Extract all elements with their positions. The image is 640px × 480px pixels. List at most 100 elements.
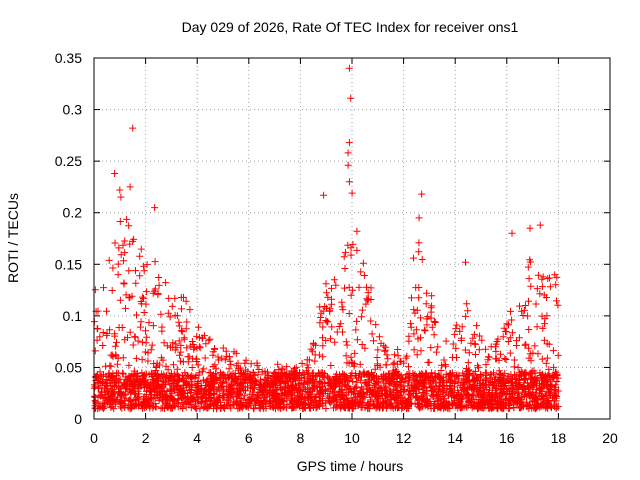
data-point — [129, 124, 137, 132]
data-point — [367, 284, 375, 292]
data-point — [126, 396, 134, 404]
data-point — [371, 379, 379, 387]
y-tick-label: 0.2 — [63, 205, 83, 221]
data-point — [508, 316, 516, 324]
data-point — [242, 402, 250, 410]
data-point — [108, 287, 116, 294]
data-point — [294, 401, 302, 409]
data-point — [206, 401, 214, 409]
data-point — [274, 395, 282, 403]
data-point — [458, 323, 466, 331]
data-point — [534, 271, 542, 279]
data-point — [522, 400, 530, 408]
data-point — [200, 332, 208, 340]
data-point — [467, 339, 475, 347]
data-point — [405, 387, 413, 395]
data-point — [142, 288, 150, 296]
data-point — [270, 394, 278, 402]
data-point — [328, 323, 336, 331]
data-point — [228, 375, 236, 383]
data-point — [99, 405, 107, 412]
data-point — [210, 374, 218, 382]
data-point — [280, 379, 288, 387]
data-point — [109, 372, 117, 380]
data-point — [546, 283, 554, 291]
data-point — [176, 351, 183, 359]
data-point — [527, 258, 534, 266]
data-point — [448, 386, 456, 394]
data-point — [372, 321, 380, 329]
data-point — [166, 313, 174, 321]
data-point — [446, 405, 454, 413]
data-point — [435, 388, 442, 396]
data-point — [310, 376, 318, 384]
data-point — [519, 312, 527, 319]
data-point — [184, 358, 192, 366]
data-point — [316, 319, 324, 327]
data-point — [248, 377, 256, 384]
data-point — [177, 386, 185, 394]
data-point — [328, 380, 336, 388]
y-tick-label: 0.35 — [55, 50, 82, 66]
data-point — [139, 399, 147, 407]
data-point — [464, 359, 472, 367]
data-point — [164, 366, 172, 374]
data-point — [381, 386, 389, 394]
data-point — [323, 289, 331, 297]
data-point — [247, 360, 255, 368]
data-point — [287, 367, 295, 375]
data-point — [494, 335, 502, 343]
data-point — [250, 405, 258, 413]
data-point — [130, 367, 138, 375]
data-point — [325, 374, 333, 382]
data-point — [194, 389, 202, 397]
data-point — [476, 332, 484, 340]
data-points — [90, 64, 562, 413]
data-point — [339, 393, 347, 401]
data-point — [347, 353, 355, 361]
data-point — [427, 308, 435, 316]
data-point — [521, 341, 529, 349]
data-point — [415, 284, 423, 291]
data-point — [100, 284, 107, 292]
data-point — [168, 381, 176, 389]
data-point — [160, 387, 168, 395]
data-point — [311, 351, 319, 359]
data-point — [348, 189, 356, 197]
data-point — [552, 281, 560, 289]
data-point — [154, 291, 162, 299]
data-point — [554, 351, 562, 359]
data-point — [520, 379, 528, 387]
data-point — [178, 389, 186, 397]
data-point — [116, 186, 124, 194]
data-point — [462, 312, 470, 320]
data-point — [500, 389, 508, 397]
data-point — [312, 398, 320, 406]
data-point — [168, 373, 176, 380]
data-point — [339, 370, 347, 378]
data-point — [358, 341, 366, 348]
data-point — [245, 396, 253, 404]
data-point — [437, 367, 445, 374]
data-point — [436, 375, 444, 383]
data-point — [207, 391, 215, 399]
data-point — [330, 276, 338, 284]
data-point — [449, 353, 456, 361]
data-point — [506, 334, 514, 342]
data-point — [158, 323, 166, 331]
data-point — [469, 334, 477, 342]
data-point — [140, 309, 148, 316]
data-point — [265, 372, 273, 379]
data-point — [279, 404, 287, 412]
data-point — [179, 405, 187, 412]
data-point — [538, 283, 546, 291]
data-point — [337, 387, 345, 395]
data-point — [219, 387, 227, 395]
data-point — [334, 391, 342, 399]
data-point — [127, 380, 135, 388]
data-point — [134, 395, 142, 403]
data-point — [492, 355, 500, 363]
data-point — [554, 387, 562, 395]
data-point — [410, 390, 417, 397]
